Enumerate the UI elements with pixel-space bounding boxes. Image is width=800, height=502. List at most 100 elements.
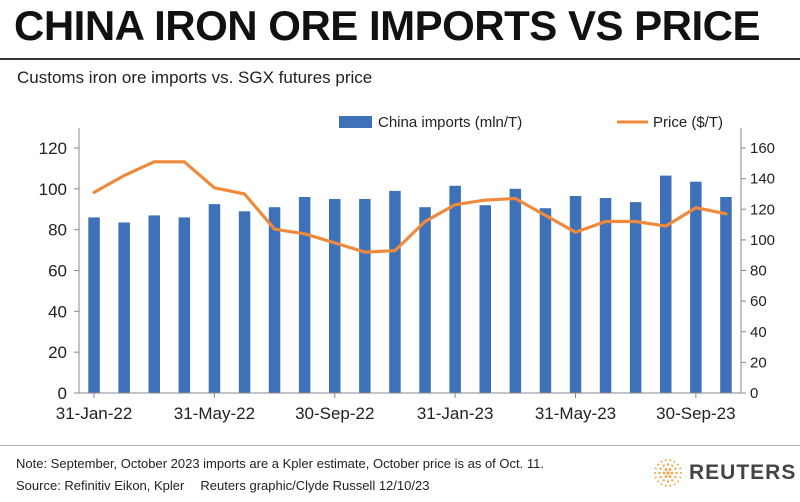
bar-30-Sep-22 [329, 199, 341, 393]
bar-31-Jan-22 [88, 217, 100, 393]
logo-dot [662, 464, 665, 467]
bar-31-Oct-23 [720, 197, 732, 393]
logo-dot [675, 471, 678, 475]
source-text: Source: Refinitiv Eikon, Kpler [16, 478, 185, 493]
logo-dot [664, 459, 667, 462]
x-tick-label: 30-Sep-22 [295, 404, 374, 423]
left-tick-label: 20 [48, 343, 67, 362]
left-tick-label: 40 [48, 302, 67, 321]
axes [78, 128, 742, 394]
bar-30-Apr-22 [178, 217, 191, 393]
right-tick-label: 40 [750, 324, 767, 341]
logo-dot [670, 471, 674, 475]
title-divider [0, 58, 800, 60]
logo-dot [654, 472, 656, 474]
bar-31-Aug-23 [660, 175, 672, 393]
logo-dot [658, 471, 661, 475]
logo-dot [679, 476, 682, 479]
left-tick-label: 100 [39, 180, 67, 199]
reuters-logo: REUTERS [653, 458, 796, 488]
chart-subtitle: Customs iron ore imports vs. SGX futures… [17, 68, 373, 87]
bar-31-Mar-23 [509, 188, 522, 393]
right-tick-label: 120 [750, 201, 775, 218]
logo-dot [679, 467, 682, 470]
x-tick-label: 31-Jan-23 [417, 404, 494, 423]
left-tick-label: 80 [48, 221, 67, 240]
logo-dot [676, 463, 679, 466]
price-line [92, 160, 728, 254]
logo-dot [668, 475, 672, 478]
left-tick-label: 120 [39, 139, 67, 158]
bar-31-Dec-22 [419, 207, 431, 393]
bar-31-May-23 [569, 196, 582, 393]
logo-dot [671, 464, 674, 467]
logo-dot [674, 467, 677, 470]
bar-28-Feb-23 [479, 205, 491, 393]
logo-dot [668, 468, 672, 471]
logo-dot [654, 467, 657, 470]
bar-31-Aug-22 [298, 197, 311, 393]
right-tick-label: 60 [750, 293, 767, 310]
logo-dot [657, 463, 660, 466]
logo-dot [664, 484, 667, 487]
combo-chart: 0 20 40 60 80 100 120 0 20 40 60 80 100 120 140 160 31… [39, 114, 775, 423]
logo-dot [680, 472, 682, 474]
x-axis-ticks: 31-Jan-22 31-May-22 30-Sep-22 31-Jan-23 31-M… [56, 393, 736, 423]
line-series [92, 160, 728, 254]
logo-dot [660, 460, 663, 463]
legend-line-label: Price ($/T) [653, 114, 723, 131]
bar-30-Jun-23 [599, 198, 612, 393]
bar-series [88, 175, 732, 393]
left-tick-label: 0 [58, 384, 67, 403]
bar-30-Nov-22 [389, 190, 401, 393]
right-tick-label: 80 [750, 263, 767, 280]
x-tick-label: 31-Jan-22 [56, 404, 133, 423]
x-tick-label: 30-Sep-23 [656, 404, 735, 423]
bar-30-Jun-22 [238, 211, 251, 393]
legend-bar-label: China imports (mln/T) [378, 114, 522, 131]
logo-dot [654, 476, 657, 479]
logo-dot [669, 459, 672, 462]
logo-dot [662, 479, 665, 482]
source-line: Source: Refinitiv Eikon, Kpler Reuters gr… [16, 478, 429, 493]
logo-dot [674, 476, 677, 479]
x-tick-label: 31-May-22 [174, 404, 255, 423]
right-tick-label: 0 [750, 385, 758, 402]
legend: China imports (mln/T) Price ($/T) [339, 114, 723, 131]
legend-bar-swatch [339, 116, 372, 128]
logo-dot [669, 484, 672, 487]
logo-dot [660, 483, 663, 486]
right-tick-label: 160 [750, 140, 775, 157]
chart-title: CHINA IRON ORE IMPORTS VS PRICE [14, 2, 761, 49]
logo-dot [659, 467, 662, 470]
bar-28-Feb-22 [118, 222, 130, 393]
reuters-logo-text: REUTERS [689, 461, 797, 484]
bar-31-Jan-23 [449, 185, 461, 393]
right-tick-label: 140 [750, 171, 775, 188]
right-axis-ticks: 0 20 40 60 80 100 120 140 160 [741, 140, 775, 402]
left-axis-ticks: 0 20 40 60 80 100 120 [39, 139, 79, 403]
footer-divider [0, 445, 800, 446]
logo-dot [673, 483, 676, 486]
logo-dot [664, 475, 668, 478]
logo-dot [671, 479, 674, 482]
logo-dot [673, 460, 676, 463]
bar-31-Jul-22 [268, 207, 281, 393]
right-tick-label: 100 [750, 232, 775, 249]
logo-dot [666, 471, 670, 475]
reuters-dots-icon [654, 459, 682, 487]
logo-dot [659, 476, 662, 479]
left-tick-label: 60 [48, 262, 67, 281]
logo-dot [664, 468, 668, 471]
bar-31-May-22 [208, 204, 221, 393]
x-tick-label: 31-May-23 [535, 404, 616, 423]
bar-31-Oct-22 [359, 199, 371, 393]
footnote: Note: September, October 2023 imports ar… [16, 456, 544, 471]
bar-31-Jul-23 [629, 202, 642, 393]
logo-dot [666, 463, 670, 466]
logo-dot [662, 471, 666, 475]
bar-30-Apr-23 [539, 208, 552, 393]
bar-30-Sep-23 [690, 181, 702, 393]
chart-area: 0 20 40 60 80 100 120 0 20 40 60 80 100 120 140 160 31… [39, 114, 775, 423]
right-tick-label: 20 [750, 354, 767, 371]
